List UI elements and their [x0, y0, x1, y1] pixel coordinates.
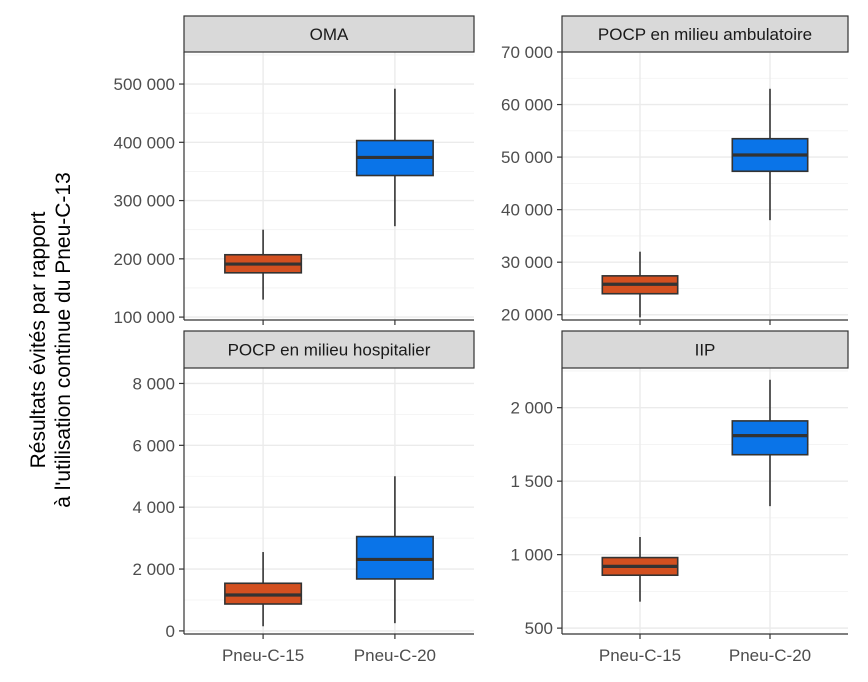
facet-strip	[561, 15, 849, 53]
x-tick-label: Pneu-C-20	[729, 646, 811, 665]
x-tick-label: Pneu-C-15	[222, 646, 304, 665]
facet-title: POCP en milieu hospitalier	[228, 341, 431, 360]
y-tick-label: 2 000	[510, 399, 553, 418]
facet-title: POCP en milieu ambulatoire	[598, 25, 812, 44]
box-iqr	[731, 420, 809, 456]
y-tick-label: 0	[166, 622, 175, 641]
y-axis-title-line-1: Résultats évités par rapport	[27, 211, 50, 468]
panels: OMA 100 000 200 000 300 000 400 000 500 000 PO…	[114, 15, 849, 665]
y-tick-label: 8 000	[132, 374, 175, 393]
box-iqr	[355, 535, 434, 580]
boxplot-pneu-c-15	[224, 229, 303, 300]
y-tick-label: 4 000	[132, 498, 175, 517]
boxplot-pneu-c-15	[224, 552, 303, 627]
facet-strip	[183, 15, 475, 53]
y-tick-label: 500	[525, 619, 553, 638]
boxplot-pneu-c-15	[601, 251, 679, 318]
y-tick-label: 50 000	[501, 148, 553, 167]
y-tick-label: 2 000	[132, 560, 175, 579]
y-tick-label: 300 000	[114, 192, 175, 211]
x-tick-label: Pneu-C-20	[354, 646, 436, 665]
y-tick-label: 200 000	[114, 250, 175, 269]
panel-4: IIP 500 1 000 1 500 2 000 Pneu-C-15 Pneu-C-20	[510, 330, 849, 665]
y-axis-title-line-2: à l'utilisation continue du Pneu-C-13	[52, 172, 75, 508]
y-tick-label: 6 000	[132, 436, 175, 455]
x-tick-label: Pneu-C-15	[599, 646, 681, 665]
boxplot-pneu-c-20	[731, 379, 809, 507]
y-tick-label: 1 000	[510, 546, 553, 565]
boxplot-pneu-c-15	[601, 537, 679, 602]
y-tick-label: 100 000	[114, 308, 175, 327]
y-tick-label: 20 000	[501, 306, 553, 325]
y-tick-label: 400 000	[114, 133, 175, 152]
y-tick-label: 70 000	[501, 43, 553, 62]
y-tick-label: 1 500	[510, 472, 553, 491]
y-tick-label: 40 000	[501, 201, 553, 220]
y-tick-label: 500 000	[114, 75, 175, 94]
y-tick-label: 60 000	[501, 96, 553, 115]
panel-1: OMA 100 000 200 000 300 000 400 000 500 000	[114, 15, 475, 327]
facet-strip	[561, 330, 849, 369]
boxplot-pneu-c-20	[731, 88, 809, 221]
boxplot-pneu-c-20	[355, 476, 434, 624]
facet-title: IIP	[695, 341, 716, 360]
panel-3: POCP en milieu hospitalier 0 2 000 4 000 6 0…	[132, 330, 475, 665]
boxplot-pneu-c-20	[355, 88, 434, 227]
facet-title: OMA	[310, 25, 349, 44]
facet-strip	[183, 330, 475, 369]
panel-2: POCP en milieu ambulatoire 20 000 30 000 40…	[501, 15, 849, 325]
y-tick-label: 30 000	[501, 253, 553, 272]
